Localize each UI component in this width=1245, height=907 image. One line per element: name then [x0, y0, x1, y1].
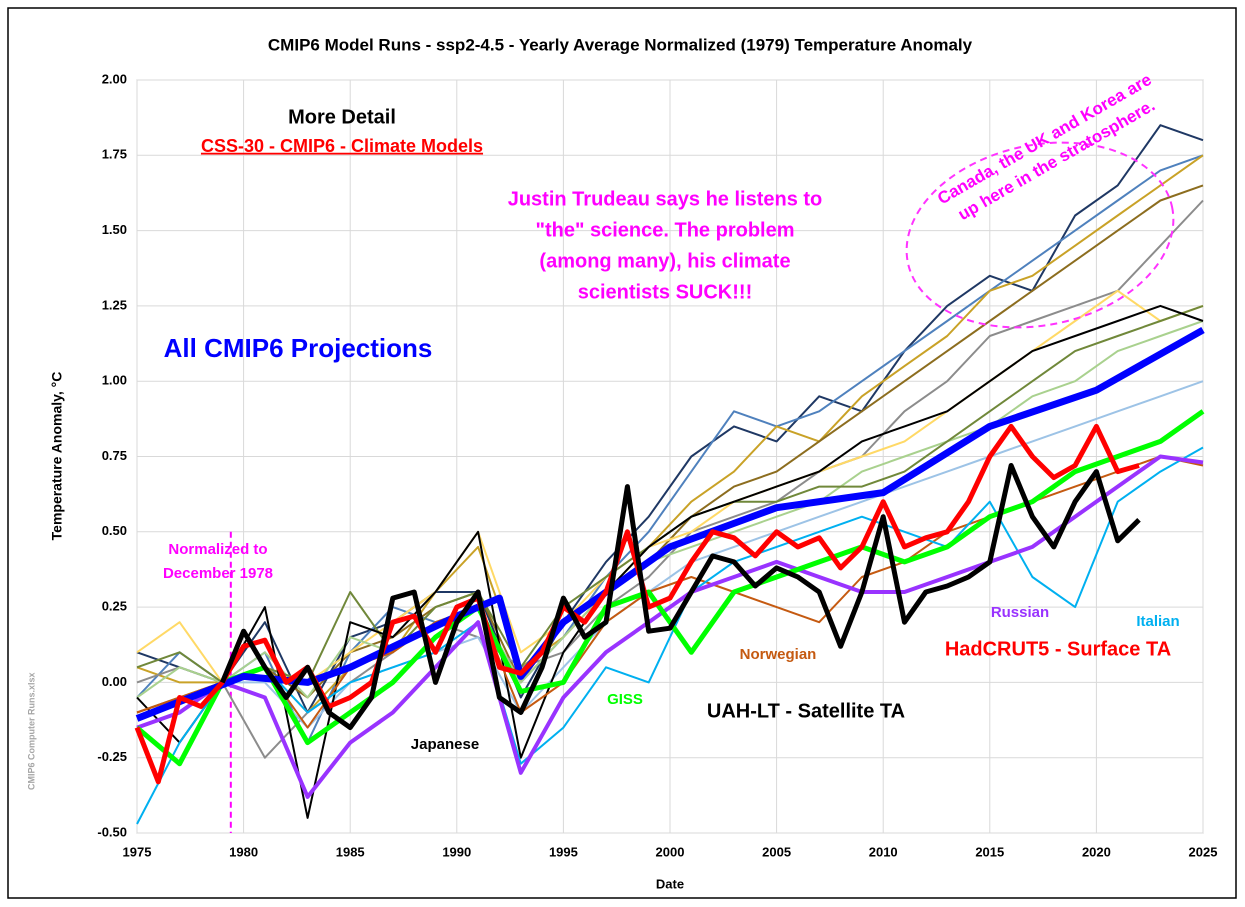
chart-title: CMIP6 Model Runs - ssp2-4.5 - Yearly Ave…: [268, 35, 973, 54]
y-tick-label: 0.75: [102, 448, 127, 463]
y-tick-label: 1.75: [102, 147, 127, 162]
x-tick-label: 2015: [975, 844, 1004, 859]
plot-lines: [134, 124, 1205, 833]
annotation: Justin Trudeau says he listens to: [508, 188, 823, 210]
x-axis-label: Date: [656, 876, 684, 891]
annotation: More Detail: [288, 106, 396, 128]
annotation: CSS-30 - CMIP6 - Climate Models: [201, 136, 483, 156]
series-line: [136, 154, 1204, 744]
y-tick-label: 0.00: [102, 674, 127, 689]
y-tick-label: 1.50: [102, 222, 127, 237]
series-line: [136, 454, 1204, 799]
y-tick-label: 2.00: [102, 71, 127, 86]
y-tick-label: -0.50: [97, 824, 127, 839]
x-tick-label: 2005: [762, 844, 791, 859]
annotation: December 1978: [163, 565, 273, 582]
x-tick-label: 2010: [869, 844, 898, 859]
annotation: UAH-LT - Satellite TA: [707, 700, 905, 722]
x-tick-label: 1985: [336, 844, 365, 859]
y-tick-label: 1.00: [102, 373, 127, 388]
series-label: GISS: [607, 691, 643, 708]
x-tick-label: 2000: [656, 844, 685, 859]
y-tick-label: -0.25: [97, 749, 127, 764]
x-tick-label: 1975: [123, 844, 152, 859]
x-tick-label: 1995: [549, 844, 578, 859]
x-tick-label: 2025: [1189, 844, 1218, 859]
highlight-ellipse: [905, 141, 1175, 329]
x-tick-label: 2020: [1082, 844, 1111, 859]
annotation: CMIP6 Computer Runs.xlsx: [26, 672, 36, 790]
y-axis-label: Temperature Anomaly, °C: [49, 372, 65, 541]
annotation: Normalized to: [168, 541, 267, 558]
series-label: Italian: [1136, 613, 1179, 630]
x-tick-label: 1980: [229, 844, 258, 859]
y-tick-label: 0.50: [102, 523, 127, 538]
annotation: All CMIP6 Projections: [164, 333, 433, 363]
annotation: HadCRUT5 - Surface TA: [945, 638, 1171, 660]
annotation: scientists SUCK!!!: [578, 281, 752, 303]
series-line: [136, 124, 1204, 714]
x-tick-label: 1990: [442, 844, 471, 859]
series-label: Japanese: [411, 736, 479, 753]
series-line: [136, 446, 1204, 825]
y-tick-label: 0.25: [102, 599, 127, 614]
series-line: [219, 463, 1141, 731]
annotation: (among many), his climate: [539, 250, 790, 272]
series-label: Norwegian: [740, 646, 817, 663]
y-tick-label: 1.25: [102, 297, 127, 312]
series-label: Russian: [991, 604, 1049, 621]
series-line: [136, 154, 1204, 714]
annotation: "the" science. The problem: [535, 219, 794, 241]
